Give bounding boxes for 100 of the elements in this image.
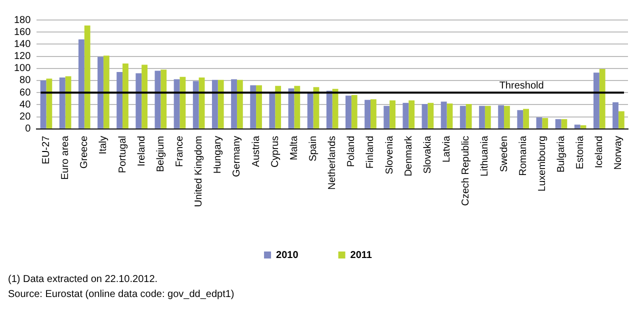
x-tick-label: Malta: [288, 135, 300, 160]
bar: [555, 119, 562, 128]
bar: [154, 70, 161, 128]
bar: [236, 80, 243, 128]
bar: [269, 92, 276, 128]
bar: [422, 104, 428, 128]
y-tick-label: 160: [14, 26, 32, 38]
bar: [484, 106, 491, 128]
bar: [370, 99, 376, 128]
x-tick-label: United Kingdom: [194, 136, 205, 208]
bar: [65, 76, 72, 128]
bar: [307, 92, 314, 128]
y-tick-label: 100: [14, 63, 32, 74]
bar: [78, 39, 84, 128]
bar: [212, 80, 218, 128]
bar: [103, 56, 110, 128]
text: (1) Data extracted on 22.10.2012.: [8, 274, 159, 285]
bar: [504, 106, 510, 128]
source-note: Source: Eurostat (online data code: gov_dd_edpt1): [8, 289, 236, 300]
bar: [498, 105, 504, 128]
bar: [275, 86, 282, 128]
y-tick-label: 140: [14, 38, 32, 50]
bar: [59, 77, 66, 128]
bar: [536, 117, 542, 128]
x-tick-label: Hungary: [212, 136, 224, 174]
bar: [98, 56, 104, 128]
bar: [346, 96, 352, 128]
bar: [256, 85, 262, 128]
bar: [466, 104, 472, 128]
x-tick-label: EU-27: [40, 135, 52, 164]
bar: [142, 64, 148, 128]
x-tick-label: Iceland: [594, 136, 606, 168]
bar: [136, 73, 142, 128]
bar: [46, 78, 52, 128]
bar: [326, 90, 332, 128]
bar: [428, 102, 434, 128]
x-tick-label: Latvia: [442, 135, 453, 163]
x-tick-label: Netherlands: [327, 136, 338, 190]
x-tick-label: Bulgaria: [556, 135, 567, 173]
bar: [198, 77, 205, 128]
x-tick-label: Germany: [232, 136, 243, 177]
x-tick-label: France: [174, 135, 186, 167]
bar: [294, 86, 300, 128]
y-tick-label: 40: [20, 99, 32, 110]
bar: [180, 76, 186, 128]
bar: [351, 94, 358, 128]
bar: [440, 102, 447, 128]
bar: [218, 80, 224, 128]
bar: [517, 110, 524, 128]
y-tick-label: 180: [14, 14, 32, 26]
x-tick-label: Austria: [250, 135, 262, 167]
y-tick-label: 0: [25, 124, 32, 135]
bar: [580, 125, 586, 128]
bar: [460, 106, 466, 128]
bar: [446, 103, 453, 128]
x-tick-label: Belgium: [155, 136, 166, 172]
x-tick-label: Slovakia: [422, 135, 434, 174]
x-tick-label: Poland: [346, 136, 358, 167]
x-tick-label: Romania: [518, 135, 529, 176]
x-tick-label: Spain: [308, 136, 320, 162]
bar: [599, 68, 606, 128]
x-tick-label: Denmark: [403, 134, 414, 176]
bar: [332, 88, 338, 128]
ref-line-label: Threshold: [499, 80, 544, 92]
bar: [390, 100, 396, 128]
bar: [231, 79, 237, 128]
bar: [612, 102, 618, 128]
bar: [192, 81, 199, 128]
bar: [593, 72, 600, 128]
x-tick-label: Czech Republic: [460, 136, 472, 206]
x-tick-label: Cyprus: [270, 136, 281, 168]
legend-label: 2010: [276, 250, 299, 261]
x-tick-label: Sweden: [498, 136, 510, 172]
x-tick-label: Italy: [98, 136, 110, 154]
legend-label: 2011: [350, 250, 372, 261]
bar: [84, 25, 90, 128]
bar: [364, 100, 370, 128]
x-tick-label: Euro area: [60, 135, 72, 180]
bar: [122, 64, 128, 128]
bar: [408, 100, 415, 128]
x-tick-label: Finland: [365, 136, 376, 169]
bar: [402, 102, 409, 128]
x-tick-label: Estonia: [575, 135, 586, 170]
y-tick-label: 80: [20, 75, 32, 86]
bar: [479, 106, 485, 128]
bar: [523, 108, 530, 128]
y-tick-label: 120: [14, 51, 32, 62]
bar: [116, 72, 123, 128]
bar: [250, 85, 256, 128]
x-tick-label: Lithuania: [480, 135, 491, 176]
x-tick-label: Portugal: [117, 136, 128, 174]
x-tick-label: Greece: [79, 135, 90, 169]
bar: [574, 124, 580, 128]
x-tick-label: Luxembourg: [536, 136, 548, 192]
x-tick-label: Ireland: [136, 136, 148, 166]
bar: [561, 119, 568, 128]
bar: [618, 111, 624, 128]
y-tick-label: 20: [20, 112, 32, 123]
bar: [542, 118, 548, 128]
bar: [160, 70, 167, 128]
